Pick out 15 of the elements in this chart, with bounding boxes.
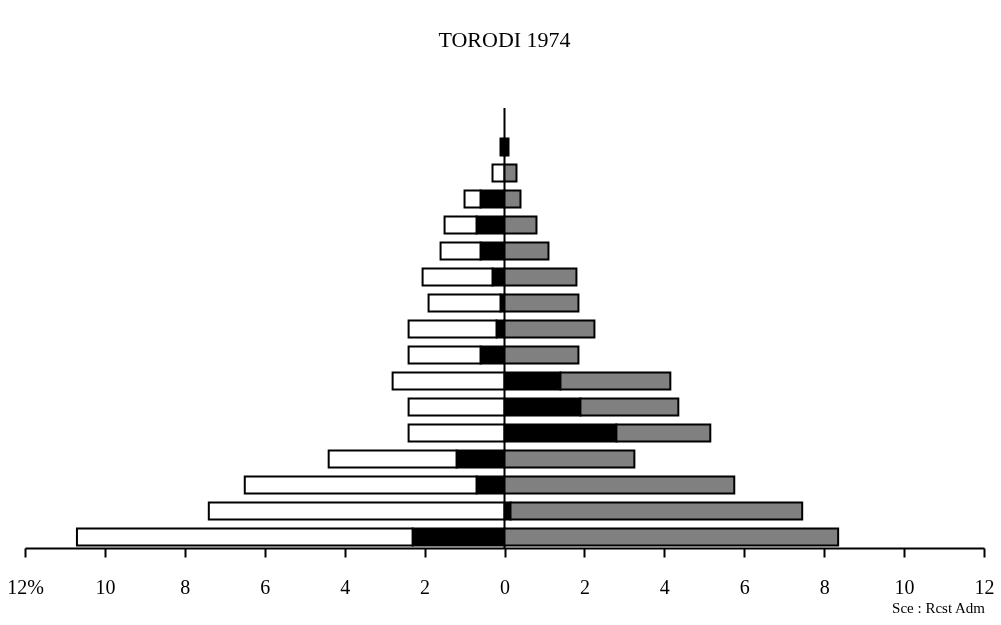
x-tick-label: 6 [739, 575, 750, 598]
x-tick-label: 12% [7, 575, 44, 598]
x-tick-label: 8 [180, 575, 191, 598]
x-tick-label: 8 [819, 575, 830, 598]
x-tick-label: 4 [659, 575, 670, 598]
x-tick-label: 0 [500, 575, 510, 598]
chart-title: TORODI 1974 [438, 27, 571, 52]
x-tick-label: 6 [260, 575, 271, 598]
x-tick-label: 2 [579, 575, 590, 598]
text: Sce : Rcst Adm [892, 600, 985, 617]
x-tick-label: 10 [95, 575, 116, 598]
x-tick-label: 10 [894, 575, 915, 598]
x-tick-label: 4 [340, 575, 351, 598]
x-tick-label: 2 [420, 575, 431, 598]
x-tick-label: 12 [974, 575, 995, 598]
